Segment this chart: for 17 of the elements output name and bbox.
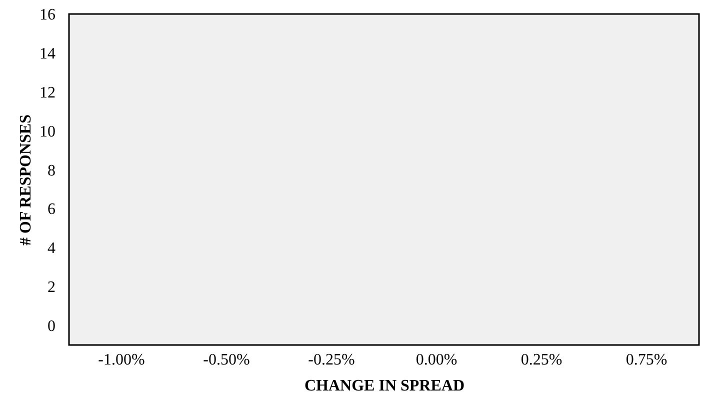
x-tick-label: -1.00% — [98, 352, 145, 368]
x-tick-label: 0.25% — [520, 352, 562, 368]
x-axis-title: CHANGE IN SPREAD — [304, 378, 465, 394]
y-tick-label: 14 — [40, 45, 56, 62]
y-tick-label: 10 — [40, 123, 56, 140]
x-tick-label: -0.25% — [308, 352, 355, 368]
y-tick-label: 6 — [48, 201, 56, 218]
x-tick-label: 0.00% — [416, 352, 458, 368]
x-tick-label: 0.75% — [626, 352, 668, 368]
x-tick-label: -0.50% — [203, 352, 250, 368]
y-tick-label: 2 — [48, 279, 56, 296]
y-tick-label: 16 — [40, 6, 56, 24]
y-tick-label: 4 — [48, 240, 56, 258]
y-tick-label: 0 — [48, 318, 56, 336]
y-tick-label: 8 — [48, 162, 56, 180]
y-axis-title: # OF RESPONSES — [18, 114, 34, 246]
y-tick-label: 12 — [40, 84, 56, 102]
